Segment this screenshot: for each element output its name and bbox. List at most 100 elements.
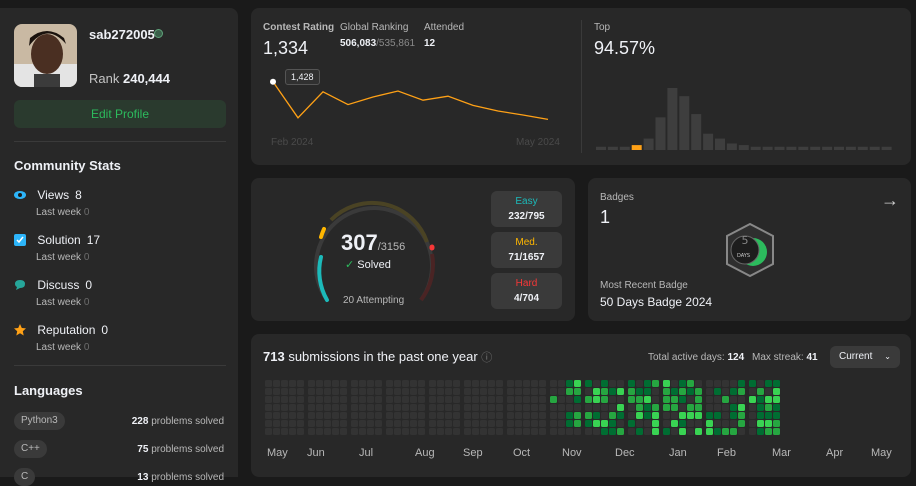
heatmap-cell[interactable] — [663, 388, 670, 395]
heatmap-cell[interactable] — [550, 404, 557, 411]
heatmap-cell[interactable] — [507, 428, 514, 435]
heatmap-cell[interactable] — [316, 428, 323, 435]
heatmap-cell[interactable] — [574, 388, 581, 395]
lang-pill-c[interactable]: C — [14, 468, 36, 486]
heatmap-cell[interactable] — [265, 428, 272, 435]
heatmap-cell[interactable] — [730, 412, 737, 419]
heatmap-cell[interactable] — [480, 428, 487, 435]
heatmap-cell[interactable] — [332, 396, 339, 403]
heatmap-cell[interactable] — [687, 380, 694, 387]
heatmap-cell[interactable] — [531, 396, 538, 403]
hard-box[interactable]: Hard 4/704 — [491, 273, 562, 309]
heatmap-cell[interactable] — [574, 380, 581, 387]
heatmap-cell[interactable] — [628, 412, 635, 419]
medium-box[interactable]: Med. 71/1657 — [491, 232, 562, 268]
heatmap-cell[interactable] — [617, 404, 624, 411]
heatmap-cell[interactable] — [265, 420, 272, 427]
heatmap-cell[interactable] — [730, 388, 737, 395]
heatmap-cell[interactable] — [367, 404, 374, 411]
heatmap-cell[interactable] — [351, 420, 358, 427]
heatmap-cell[interactable] — [757, 428, 764, 435]
heatmap-cell[interactable] — [332, 412, 339, 419]
heatmap-cell[interactable] — [671, 420, 678, 427]
heatmap-cell[interactable] — [472, 396, 479, 403]
heatmap-cell[interactable] — [617, 420, 624, 427]
heatmap-cell[interactable] — [394, 388, 401, 395]
heatmap-cell[interactable] — [496, 420, 503, 427]
heatmap-cell[interactable] — [308, 404, 315, 411]
heatmap-cell[interactable] — [340, 388, 347, 395]
heatmap-cell[interactable] — [523, 380, 530, 387]
heatmap-cell[interactable] — [351, 428, 358, 435]
heatmap-cell[interactable] — [418, 412, 425, 419]
heatmap-cell[interactable] — [574, 404, 581, 411]
heatmap-cell[interactable] — [593, 396, 600, 403]
heatmap-cell[interactable] — [706, 428, 713, 435]
heatmap-cell[interactable] — [609, 412, 616, 419]
heatmap-cell[interactable] — [289, 428, 296, 435]
heatmap-cell[interactable] — [480, 396, 487, 403]
heatmap-cell[interactable] — [402, 388, 409, 395]
heatmap-cell[interactable] — [324, 388, 331, 395]
heatmap-cell[interactable] — [738, 412, 745, 419]
heatmap-cell[interactable] — [687, 420, 694, 427]
heatmap-cell[interactable] — [601, 412, 608, 419]
heatmap-cell[interactable] — [464, 412, 471, 419]
heatmap-cell[interactable] — [332, 428, 339, 435]
heatmap-cell[interactable] — [437, 388, 444, 395]
heatmap-cell[interactable] — [550, 380, 557, 387]
heatmap-cell[interactable] — [453, 388, 460, 395]
heatmap-cell[interactable] — [671, 388, 678, 395]
heatmap-cell[interactable] — [480, 404, 487, 411]
heatmap-cell[interactable] — [445, 396, 452, 403]
heatmap-cell[interactable] — [359, 388, 366, 395]
heatmap-cell[interactable] — [722, 380, 729, 387]
heatmap-cell[interactable] — [445, 420, 452, 427]
heatmap-cell[interactable] — [375, 428, 382, 435]
heatmap-cell[interactable] — [308, 380, 315, 387]
heatmap-cell[interactable] — [652, 388, 659, 395]
heatmap-cell[interactable] — [289, 388, 296, 395]
heatmap-cell[interactable] — [585, 428, 592, 435]
heatmap-cell[interactable] — [297, 420, 304, 427]
heatmap-cell[interactable] — [558, 420, 565, 427]
heatmap-cell[interactable] — [453, 412, 460, 419]
heatmap-cell[interactable] — [351, 396, 358, 403]
heatmap-cell[interactable] — [394, 396, 401, 403]
rating-line-chart[interactable] — [263, 63, 563, 153]
heatmap-cell[interactable] — [714, 388, 721, 395]
heatmap-cell[interactable] — [609, 396, 616, 403]
easy-box[interactable]: Easy 232/795 — [491, 191, 562, 227]
heatmap-cell[interactable] — [765, 420, 772, 427]
heatmap-cell[interactable] — [628, 380, 635, 387]
heatmap-cell[interactable] — [609, 404, 616, 411]
heatmap-cell[interactable] — [671, 428, 678, 435]
heatmap-cell[interactable] — [679, 420, 686, 427]
heatmap-cell[interactable] — [706, 404, 713, 411]
heatmap-cell[interactable] — [574, 428, 581, 435]
heatmap-cell[interactable] — [722, 412, 729, 419]
heatmap-cell[interactable] — [636, 388, 643, 395]
heatmap-cell[interactable] — [394, 412, 401, 419]
heatmap-cell[interactable] — [316, 420, 323, 427]
heatmap-cell[interactable] — [316, 412, 323, 419]
heatmap-cell[interactable] — [386, 428, 393, 435]
heatmap-cell[interactable] — [601, 428, 608, 435]
heatmap-cell[interactable] — [628, 396, 635, 403]
heatmap-cell[interactable] — [464, 420, 471, 427]
heatmap-cell[interactable] — [531, 404, 538, 411]
lang-pill-cpp[interactable]: C++ — [14, 440, 47, 458]
heatmap-cell[interactable] — [410, 396, 417, 403]
heatmap-cell[interactable] — [351, 412, 358, 419]
heatmap-cell[interactable] — [273, 380, 280, 387]
heatmap-cell[interactable] — [289, 412, 296, 419]
heatmap-cell[interactable] — [539, 428, 546, 435]
heatmap-cell[interactable] — [773, 428, 780, 435]
rating-distribution-chart[interactable] — [594, 78, 899, 151]
heatmap-cell[interactable] — [394, 420, 401, 427]
heatmap-cell[interactable] — [558, 412, 565, 419]
heatmap-cell[interactable] — [765, 380, 772, 387]
heatmap-cell[interactable] — [695, 428, 702, 435]
heatmap-cell[interactable] — [531, 412, 538, 419]
heatmap-cell[interactable] — [445, 404, 452, 411]
